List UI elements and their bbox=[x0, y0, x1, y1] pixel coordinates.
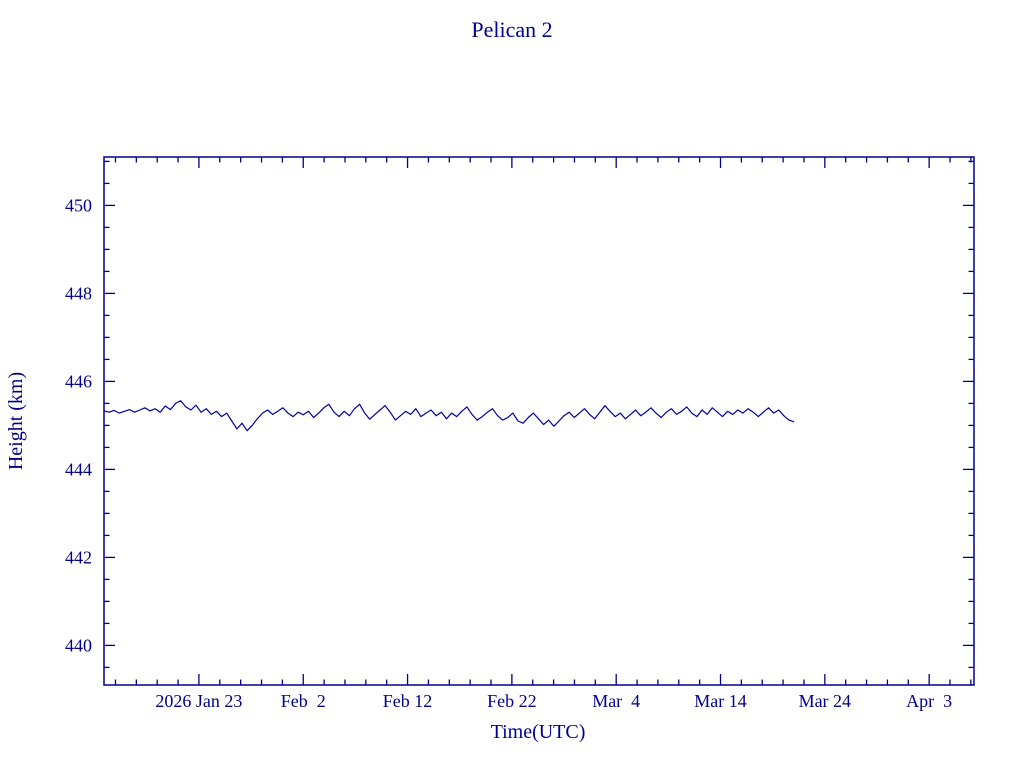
y-tick-label: 442 bbox=[65, 547, 92, 567]
y-tick-label: 450 bbox=[65, 195, 92, 215]
plot-area: 2026 Jan 23 Feb 2 Feb 12 Feb 22 Mar 4 Mar 14 M… bbox=[65, 156, 975, 711]
x-tick-label: 2026 Jan 23 bbox=[155, 691, 242, 711]
x-tick-label: Feb 22 bbox=[487, 691, 537, 711]
x-tick-label: Apr 3 bbox=[906, 691, 952, 711]
y-tick-label: 440 bbox=[65, 635, 92, 655]
x-tick-label: Mar 4 bbox=[592, 691, 640, 711]
chart-title: Pelican 2 bbox=[471, 17, 552, 42]
x-axis-label: Time(UTC) bbox=[491, 721, 586, 743]
y-tick-label: 448 bbox=[65, 283, 92, 303]
x-tick-label: Mar 24 bbox=[799, 691, 852, 711]
y-tick-label: 446 bbox=[65, 371, 92, 391]
y-axis-label: Height (km) bbox=[5, 372, 27, 470]
x-tick-label: Mar 14 bbox=[694, 691, 747, 711]
data-line-pelican-2-height bbox=[103, 400, 795, 432]
x-tick-label: Feb 12 bbox=[383, 691, 433, 711]
y-tick-label: 444 bbox=[65, 459, 92, 479]
x-tick-label: Feb 2 bbox=[281, 691, 326, 711]
plot-frame bbox=[103, 156, 975, 686]
